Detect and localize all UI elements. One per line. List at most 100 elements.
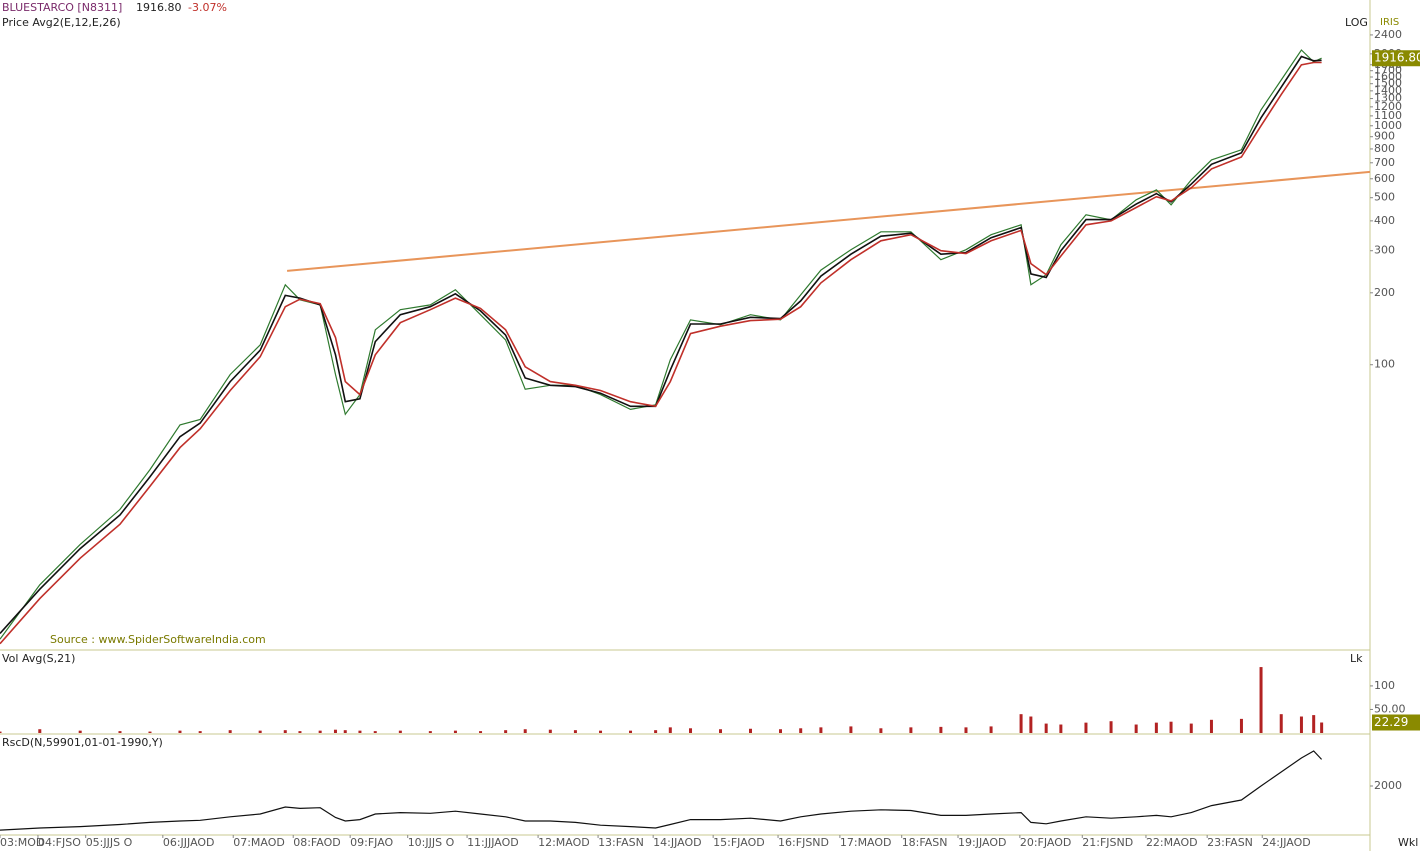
value-badge <box>1372 50 1420 67</box>
volume-bar <box>548 729 552 733</box>
volume-bar <box>719 729 723 733</box>
volume-bar <box>1312 715 1316 733</box>
series-line <box>0 750 1323 831</box>
volume-bar <box>1044 723 1048 733</box>
y-tick-label: 1700 <box>1374 64 1402 77</box>
change: -3.07% <box>188 1 227 14</box>
volume-bar <box>629 730 633 733</box>
volume-bar <box>819 727 823 733</box>
panel-title: Price Avg2(E,12,E,26) <box>2 16 121 29</box>
unit-label: Lk <box>1350 652 1363 665</box>
panel-title: Vol Avg(S,21) <box>2 652 75 665</box>
volume-bar <box>573 730 577 733</box>
y-tick-label: 900 <box>1374 130 1395 143</box>
volume-bar <box>523 729 527 733</box>
volume-bar <box>1154 722 1158 733</box>
volume-bar <box>599 730 603 733</box>
x-tick-label: 19:JJAOD <box>958 836 1006 849</box>
volume-bar <box>1239 718 1243 733</box>
volume-bar <box>148 731 152 733</box>
series-line <box>0 49 1322 640</box>
value-label: 22.29 <box>1374 715 1408 729</box>
scale-label: LOG <box>1345 16 1368 29</box>
value-badge <box>1372 714 1420 731</box>
volume-bar <box>118 731 122 733</box>
y-tick-label: 500 <box>1374 191 1395 204</box>
volume-bar <box>358 730 362 733</box>
volume-bar <box>879 728 883 733</box>
x-tick-label: 14:JJAOD <box>653 836 701 849</box>
x-tick-label: 03:MOD <box>0 836 44 849</box>
volume-bar <box>428 731 432 733</box>
x-tick-label: 05:JJJS O <box>86 836 133 849</box>
volume-bar <box>1019 714 1023 733</box>
x-tick-label: 04:FJSO <box>38 836 81 849</box>
volume-bar <box>504 730 508 733</box>
y-tick-label: 1100 <box>1374 109 1402 122</box>
x-tick-label: 10:JJJS O <box>408 836 455 849</box>
series-line <box>0 61 1322 645</box>
volume-bar <box>479 731 483 733</box>
volume-bar <box>373 731 377 733</box>
y-tick-label: 300 <box>1374 244 1395 257</box>
x-tick-label: 24:JJAOD <box>1262 836 1310 849</box>
source: Source : www.SpiderSoftwareIndia.com <box>50 633 266 646</box>
volume-bar <box>258 730 262 733</box>
x-tick-label: 15:FJAOD <box>713 836 765 849</box>
frequency: Wkl <box>1398 836 1418 849</box>
volume-bar <box>989 726 993 733</box>
volume-bar <box>1320 722 1324 733</box>
volume-bar <box>1189 723 1193 733</box>
volume-bar <box>1259 667 1263 733</box>
x-tick-label: 16:FJSND <box>778 836 829 849</box>
volume-bar <box>1059 724 1063 733</box>
x-tick-label: 22:MAOD <box>1146 836 1198 849</box>
volume-bar <box>964 727 968 733</box>
x-tick-label: 13:FASN <box>598 836 644 849</box>
y-tick-label: 700 <box>1374 156 1395 169</box>
volume-bar <box>1169 721 1173 733</box>
x-tick-label: 17:MAOD <box>840 836 892 849</box>
y-tick-label: 1400 <box>1374 84 1402 97</box>
volume-bar <box>778 729 782 733</box>
x-tick-label: 11:JJJAOD <box>467 836 519 849</box>
y-tick-label: 600 <box>1374 172 1395 185</box>
volume-bar <box>298 731 302 733</box>
x-tick-label: 18:FASN <box>902 836 948 849</box>
panel-title: RscD(N,59901,01-01-1990,Y) <box>2 736 163 749</box>
volume-bar <box>1209 719 1213 733</box>
y-tick-label: 100 <box>1374 679 1395 692</box>
x-tick-label: 08:FAOD <box>293 836 340 849</box>
volume-bar <box>0 731 2 733</box>
volume-bar <box>178 730 182 733</box>
volume-bar <box>1134 724 1138 733</box>
volume-bar <box>1109 721 1113 733</box>
y-tick-label: 1200 <box>1374 100 1402 113</box>
volume-bar <box>283 730 287 733</box>
iris: IRIS <box>1380 17 1399 28</box>
volume-bar <box>1084 722 1088 733</box>
y-tick-label: 800 <box>1374 142 1395 155</box>
volume-bar <box>909 727 913 733</box>
volume-bar <box>333 729 337 733</box>
x-tick-label: 06:JJJAOD <box>163 836 215 849</box>
volume-bar <box>668 727 672 733</box>
y-tick-label: 100 <box>1374 358 1395 371</box>
volume-bar <box>78 730 82 733</box>
y-tick-label: 200 <box>1374 286 1395 299</box>
volume-bar <box>939 726 943 733</box>
value-label: 1916.80 <box>1374 51 1421 65</box>
volume-bar <box>228 730 232 733</box>
volume-bar <box>398 730 402 733</box>
y-tick-label: 2400 <box>1374 28 1402 41</box>
volume-bar <box>198 731 202 733</box>
volume-bar <box>849 726 853 733</box>
price: 1916.80 <box>136 1 182 14</box>
volume-bar <box>343 730 347 733</box>
x-tick-label: 20:FJAOD <box>1020 836 1072 849</box>
volume-bar <box>1279 714 1283 733</box>
y-tick-label: 1600 <box>1374 70 1402 83</box>
y-tick-label: 1000 <box>1374 119 1402 132</box>
